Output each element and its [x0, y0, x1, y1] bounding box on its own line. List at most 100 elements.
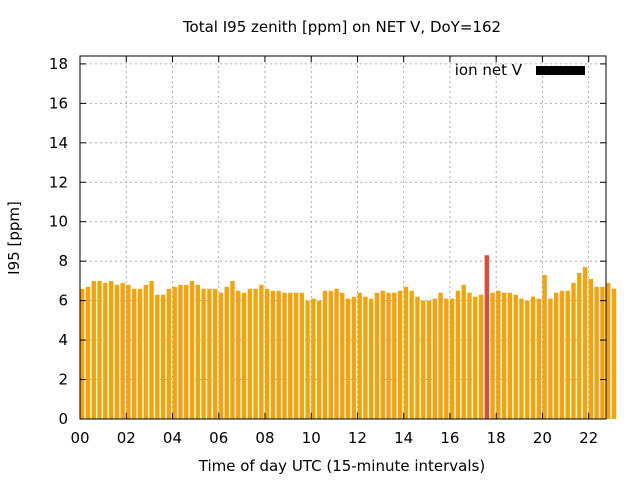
bar: [600, 286, 605, 419]
bar: [421, 300, 426, 419]
bar: [224, 286, 229, 419]
bar: [403, 286, 409, 419]
bar: [207, 288, 212, 419]
bar: [132, 288, 137, 419]
bar: [444, 298, 449, 419]
legend-swatch: [536, 66, 585, 75]
bar: [264, 288, 270, 419]
bar: [201, 288, 206, 419]
bar: [415, 296, 420, 419]
y-tick-label: 10: [49, 213, 68, 231]
bar: [530, 296, 536, 419]
bar: [282, 292, 287, 419]
bar: [363, 296, 368, 419]
bar: [455, 290, 461, 419]
bar: [80, 288, 85, 419]
bar: [241, 292, 247, 419]
chart-title: Total I95 zenith [ppm] on NET V, DoY=162: [182, 18, 501, 36]
y-tick-label: 6: [58, 292, 68, 310]
bar: [218, 292, 224, 419]
bar: [230, 280, 235, 419]
bar: [149, 280, 154, 419]
y-tick-label: 16: [49, 94, 68, 112]
bar: [374, 292, 380, 419]
bar: [137, 288, 143, 419]
bar-series: [80, 255, 617, 420]
bar: [594, 286, 599, 419]
bar: [536, 298, 542, 419]
bar: [438, 292, 443, 419]
bar: [519, 298, 524, 419]
bar: [397, 290, 403, 419]
bar: [490, 292, 495, 419]
grid-lines: [80, 56, 606, 419]
bar: [392, 292, 397, 419]
bar: [559, 290, 565, 419]
bar: [380, 290, 385, 419]
bar: [293, 292, 299, 419]
bar: [513, 294, 518, 419]
x-tick-label: 10: [302, 429, 321, 447]
bar: [334, 288, 339, 419]
y-tick-label: 8: [58, 252, 68, 270]
bar: [212, 288, 218, 419]
bar: [189, 280, 195, 419]
legend: ion net V: [455, 61, 585, 79]
bar: [588, 278, 594, 419]
bar: [449, 298, 455, 419]
x-tick-label: 12: [348, 429, 367, 447]
bar: [236, 290, 241, 419]
bar: [114, 284, 120, 419]
bar: [305, 300, 310, 419]
y-axis-label: I95 [ppm]: [5, 201, 23, 275]
bar: [97, 280, 102, 419]
bar: [582, 267, 588, 419]
bar: [386, 292, 391, 419]
bar: [340, 292, 345, 419]
bar: [276, 290, 281, 419]
bar: [577, 273, 582, 419]
bar: [473, 296, 478, 419]
bar: [166, 288, 172, 419]
bar: [496, 290, 501, 419]
bar: [178, 284, 183, 419]
bar: [461, 284, 466, 419]
bar: [548, 298, 553, 419]
x-tick-label: 08: [255, 429, 274, 447]
bar-highlight: [484, 255, 490, 419]
y-tick-label: 0: [58, 410, 68, 428]
bar: [606, 282, 611, 420]
x-tick-label: 02: [117, 429, 136, 447]
bar: [172, 286, 177, 419]
bar: [108, 280, 114, 419]
bar: [351, 296, 357, 419]
bar: [426, 300, 432, 419]
bar: [259, 284, 264, 419]
bar: [184, 284, 189, 419]
bar: [195, 284, 200, 419]
bar: [160, 294, 166, 419]
plot-frame: [79, 55, 607, 420]
bar: [155, 294, 160, 419]
x-tick-label: 04: [163, 429, 182, 447]
y-tick-label: 18: [49, 55, 68, 73]
bar: [91, 280, 96, 419]
x-tick-label: 00: [70, 429, 89, 447]
bar: [253, 288, 258, 419]
bar: [270, 290, 276, 419]
x-tick-label: 14: [394, 429, 413, 447]
bar: [311, 298, 316, 419]
bar: [316, 300, 322, 419]
bar: [542, 274, 547, 419]
bar: [565, 290, 570, 419]
y-tick-label: 2: [58, 371, 68, 389]
bar: [501, 292, 507, 419]
bar: [345, 298, 351, 419]
bar: [409, 290, 414, 419]
x-tick-label: 18: [487, 429, 506, 447]
bar: [507, 292, 513, 419]
bar: [553, 292, 559, 419]
bar: [478, 294, 484, 419]
x-tick-label: 22: [579, 429, 598, 447]
